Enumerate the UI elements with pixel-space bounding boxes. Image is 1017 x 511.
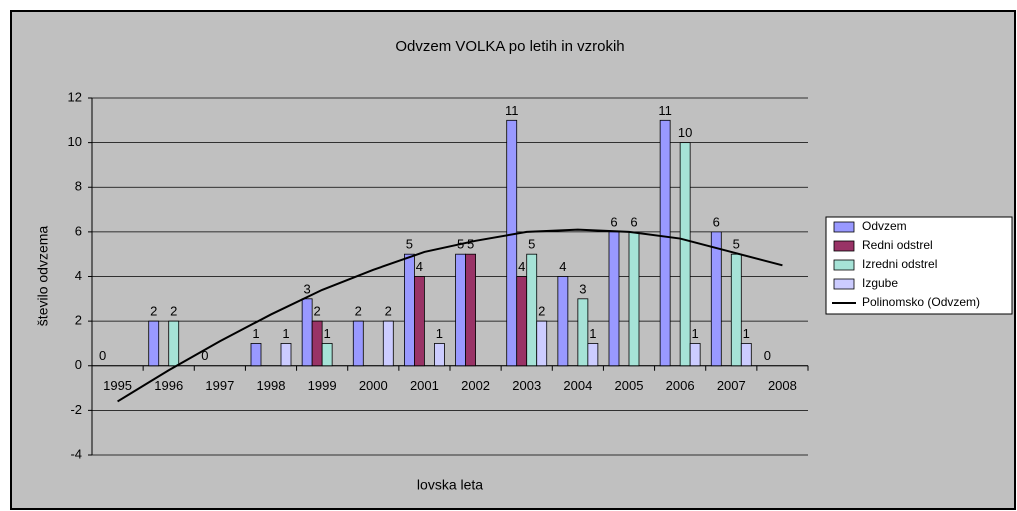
bar bbox=[352, 320, 364, 367]
x-tick-label: 2006 bbox=[666, 378, 695, 393]
data-label: 3 bbox=[304, 281, 311, 296]
bar bbox=[301, 298, 313, 367]
bar bbox=[311, 320, 323, 367]
y-tick-label: 6 bbox=[75, 223, 82, 238]
bar bbox=[730, 253, 742, 367]
data-label: 6 bbox=[713, 214, 720, 229]
data-label: 0 bbox=[764, 348, 771, 363]
bar bbox=[740, 343, 752, 367]
bar bbox=[659, 119, 671, 367]
data-label: 1 bbox=[282, 326, 289, 341]
data-label: 2 bbox=[538, 304, 545, 319]
data-label: 2 bbox=[355, 304, 362, 319]
legend-label: Polinomsko (Odvzem) bbox=[862, 295, 980, 309]
bar bbox=[516, 276, 528, 367]
y-axis-label: število odvzema bbox=[35, 226, 51, 327]
legend-label: Izgube bbox=[862, 276, 898, 290]
x-tick-label: 2002 bbox=[461, 378, 490, 393]
bar bbox=[557, 276, 569, 367]
data-label: 1 bbox=[692, 326, 699, 341]
data-label: 2 bbox=[150, 304, 157, 319]
data-label: 6 bbox=[630, 214, 637, 229]
legend-swatch bbox=[833, 259, 855, 271]
bar bbox=[321, 343, 333, 367]
data-label: 5 bbox=[733, 237, 740, 252]
data-label: 0 bbox=[99, 348, 106, 363]
bar bbox=[168, 320, 180, 367]
data-label: 5 bbox=[406, 237, 413, 252]
bar bbox=[710, 231, 722, 367]
data-label: 1 bbox=[589, 326, 596, 341]
data-label: 11 bbox=[505, 103, 519, 118]
bar bbox=[404, 253, 415, 367]
data-label: 5 bbox=[467, 237, 474, 252]
data-label: 1 bbox=[436, 326, 443, 341]
data-label: 10 bbox=[678, 125, 692, 140]
bar bbox=[455, 253, 466, 367]
data-label: 1 bbox=[252, 326, 259, 341]
bar bbox=[577, 298, 589, 367]
bar bbox=[250, 343, 262, 367]
bar bbox=[536, 320, 548, 367]
data-label: 0 bbox=[201, 348, 208, 363]
data-label: 2 bbox=[385, 304, 392, 319]
y-tick-label: 4 bbox=[75, 268, 82, 283]
data-label: 6 bbox=[610, 214, 617, 229]
bar bbox=[506, 119, 518, 367]
y-tick-label: 8 bbox=[75, 179, 82, 194]
data-label: 3 bbox=[579, 281, 586, 296]
legend-label: Izredni odstrel bbox=[862, 257, 937, 271]
legend-swatch bbox=[833, 278, 855, 290]
chart-title: Odvzem VOLKA po letih in vzrokih bbox=[395, 38, 624, 55]
y-tick-label: 0 bbox=[75, 357, 82, 372]
data-label: 1 bbox=[324, 326, 331, 341]
x-tick-label: 2000 bbox=[359, 378, 388, 393]
bar bbox=[434, 343, 445, 367]
bar bbox=[414, 276, 425, 367]
data-label: 2 bbox=[314, 304, 321, 319]
bar bbox=[148, 320, 160, 367]
data-label: 4 bbox=[416, 259, 423, 274]
data-label: 4 bbox=[518, 259, 525, 274]
x-tick-label: 1997 bbox=[205, 378, 234, 393]
legend-box bbox=[825, 216, 1013, 315]
bar bbox=[587, 343, 599, 367]
data-label: 4 bbox=[559, 259, 566, 274]
data-label: 2 bbox=[170, 304, 177, 319]
x-tick-label: 2003 bbox=[512, 378, 541, 393]
bar bbox=[689, 343, 701, 367]
x-tick-label: 2007 bbox=[717, 378, 746, 393]
x-tick-label: 2001 bbox=[410, 378, 439, 393]
x-tick-label: 2005 bbox=[615, 378, 644, 393]
bar bbox=[526, 253, 538, 367]
x-tick-label: 1996 bbox=[154, 378, 183, 393]
data-label: 11 bbox=[658, 103, 672, 118]
bar bbox=[608, 231, 620, 367]
legend-swatch bbox=[833, 221, 855, 233]
x-tick-label: 2004 bbox=[563, 378, 592, 393]
bar bbox=[382, 320, 394, 367]
legend-label: Odvzem bbox=[862, 219, 907, 233]
x-tick-label: 1995 bbox=[103, 378, 132, 393]
legend-swatch bbox=[833, 240, 855, 252]
y-tick-label: 10 bbox=[68, 134, 82, 149]
x-tick-label: 2008 bbox=[768, 378, 797, 393]
bar bbox=[465, 253, 476, 367]
x-axis-label: lovska leta bbox=[417, 477, 483, 493]
data-label: 5 bbox=[528, 237, 535, 252]
trend-line bbox=[117, 228, 783, 403]
x-tick-label: 1998 bbox=[257, 378, 286, 393]
y-tick-label: -4 bbox=[70, 446, 82, 461]
legend-label: Redni odstrel bbox=[862, 238, 933, 252]
x-tick-label: 1999 bbox=[308, 378, 337, 393]
bar bbox=[679, 142, 691, 367]
data-label: 1 bbox=[743, 326, 750, 341]
y-tick-label: 12 bbox=[68, 89, 82, 104]
y-tick-label: -2 bbox=[70, 402, 82, 417]
bar bbox=[628, 231, 640, 367]
y-tick-label: 2 bbox=[75, 313, 82, 328]
bar bbox=[280, 343, 292, 367]
